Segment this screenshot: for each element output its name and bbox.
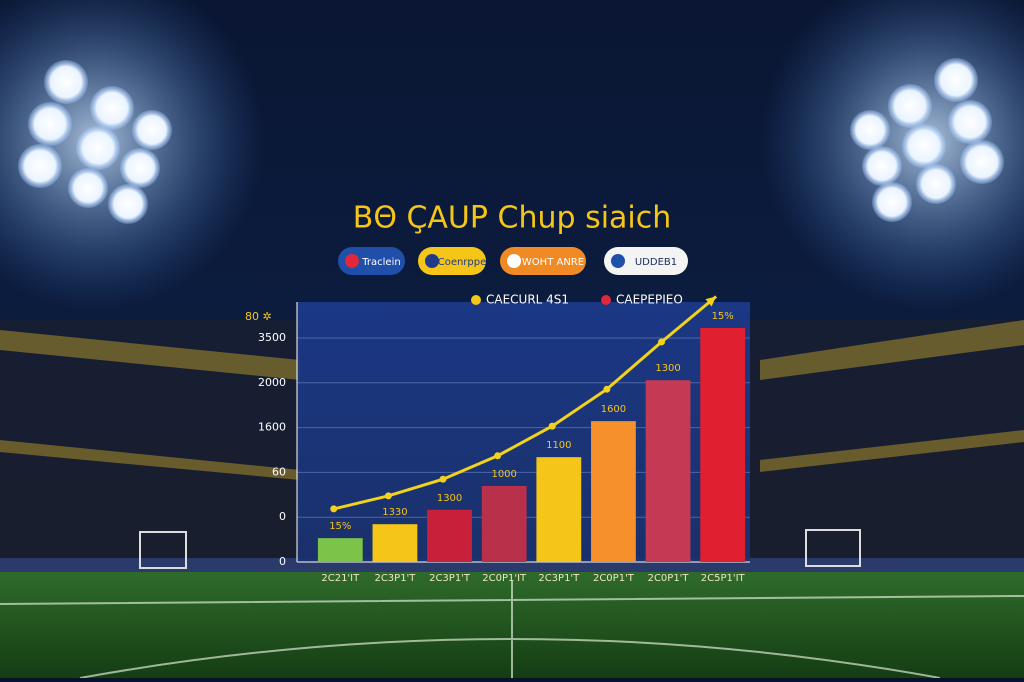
- goal: [805, 529, 861, 567]
- bar: [372, 524, 418, 562]
- badge-label: UDDEB1: [635, 257, 677, 268]
- x-tick-label: 2C0P1'T: [648, 573, 690, 584]
- y-tick-label: 2000: [258, 376, 286, 389]
- badge-label: WOHT ANRE: [522, 257, 584, 268]
- trend-point: [494, 452, 502, 460]
- legend-label: CAEPEPIEO: [616, 293, 683, 307]
- badge-icon: [611, 254, 625, 268]
- legend-marker: [471, 295, 481, 305]
- bar-annotation: 1300: [437, 493, 462, 504]
- bar: [317, 538, 363, 562]
- y-tick-label: 1600: [258, 421, 286, 434]
- bar: [645, 380, 691, 562]
- goal: [139, 531, 187, 569]
- badge-icon: [507, 254, 521, 268]
- trend-point: [603, 385, 611, 393]
- trend-point: [439, 475, 447, 483]
- trend-point: [658, 338, 666, 346]
- y-tick-label: 0: [279, 510, 286, 523]
- bar-annotation: 1600: [601, 404, 626, 415]
- chart-title: BΘ ÇAUP Chup siaich: [353, 201, 672, 236]
- stand-banner: [0, 320, 1024, 380]
- x-tick-label: 2C5P1'IT: [701, 573, 746, 584]
- y-tick-label: 3500: [258, 331, 286, 344]
- x-tick-label: 2C3P1'T: [429, 573, 471, 584]
- trend-point: [384, 492, 392, 500]
- trend-arrow: [705, 296, 717, 307]
- trend-line: [333, 295, 718, 511]
- bar-annotation: 15%: [329, 521, 351, 532]
- stand-banner: [0, 430, 1024, 480]
- x-tick-label: 2C3P1'T: [374, 573, 416, 584]
- bar: [481, 485, 527, 562]
- bar-annotation: 1100: [546, 440, 571, 451]
- x-tick-label: 2C3P1'T: [538, 573, 580, 584]
- x-tick-label: 2C0P1'IT: [482, 573, 527, 584]
- badge: [500, 247, 586, 275]
- legend-marker: [601, 295, 611, 305]
- ad-boards: [0, 558, 1024, 576]
- y-tick-label: 60: [272, 465, 286, 478]
- y-axis-title: 80 ✲: [245, 310, 272, 323]
- bar-annotation: 1300: [655, 363, 680, 374]
- badge: [418, 247, 486, 275]
- bar-annotation: 1000: [491, 469, 516, 480]
- badge-icon: [425, 254, 439, 268]
- bar: [700, 328, 746, 562]
- bar: [427, 509, 472, 562]
- badge-icon: [345, 254, 359, 268]
- x-tick-label: 2C21'IT: [321, 573, 360, 584]
- trend-point: [330, 505, 338, 513]
- bar: [536, 457, 582, 562]
- y-tick-label: 0: [279, 555, 286, 568]
- badge: [604, 247, 688, 275]
- badge-label: Coenrppe: [438, 257, 487, 268]
- badge-label: Traclein: [361, 257, 400, 268]
- bar-annotation: 1330: [382, 507, 407, 518]
- x-tick-label: 2C0P1'T: [593, 573, 635, 584]
- bar: [591, 421, 636, 562]
- bar-annotation: 15%: [712, 311, 734, 322]
- badge: [338, 247, 405, 275]
- trend-point: [548, 422, 556, 430]
- field-lines: [0, 580, 1024, 679]
- legend-label: CAECURL 4S1: [486, 293, 569, 307]
- floodlight: [18, 58, 1004, 224]
